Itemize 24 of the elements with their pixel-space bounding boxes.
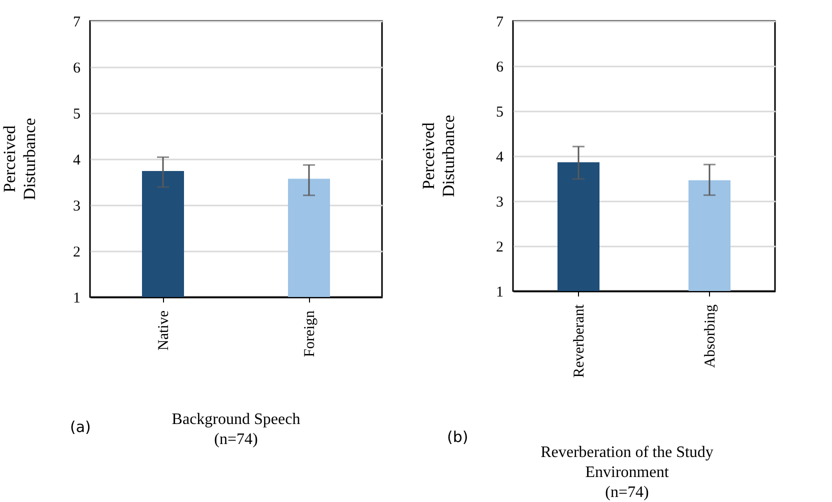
x-tick-label: Foreign <box>302 310 318 358</box>
text: (b) <box>447 428 468 446</box>
y-tick-label: 3 <box>496 194 504 210</box>
x-tick-label: Native <box>156 310 172 350</box>
text: Reverberation of the Study Environment (n=74) <box>540 444 714 501</box>
y-tick-label: 4 <box>496 150 504 166</box>
text: (a) <box>70 418 91 436</box>
y-tick-label: 6 <box>496 60 504 76</box>
y-tick-label: 6 <box>73 60 81 76</box>
y-tick-label: 1 <box>73 290 80 306</box>
y-tick-label: 5 <box>496 104 504 120</box>
x-tick-label: Absorbing <box>702 304 718 368</box>
y-tick-label: 5 <box>73 106 80 122</box>
x-tick-label: Reverberant <box>572 304 588 378</box>
y-tick-label: 3 <box>73 198 80 214</box>
y-axis-title: Perceived Disturbance <box>419 114 458 198</box>
y-tick-label: 7 <box>496 14 504 30</box>
text: Background Speech (n=74) <box>172 411 300 448</box>
y-axis-title: Perceived Disturbance <box>0 118 39 200</box>
y-tick-label: 2 <box>73 244 80 260</box>
y-tick-label: 2 <box>496 240 504 256</box>
y-tick-label: 4 <box>73 152 81 168</box>
y-tick-label: 7 <box>73 14 81 30</box>
y-tick-label: 1 <box>496 284 504 300</box>
